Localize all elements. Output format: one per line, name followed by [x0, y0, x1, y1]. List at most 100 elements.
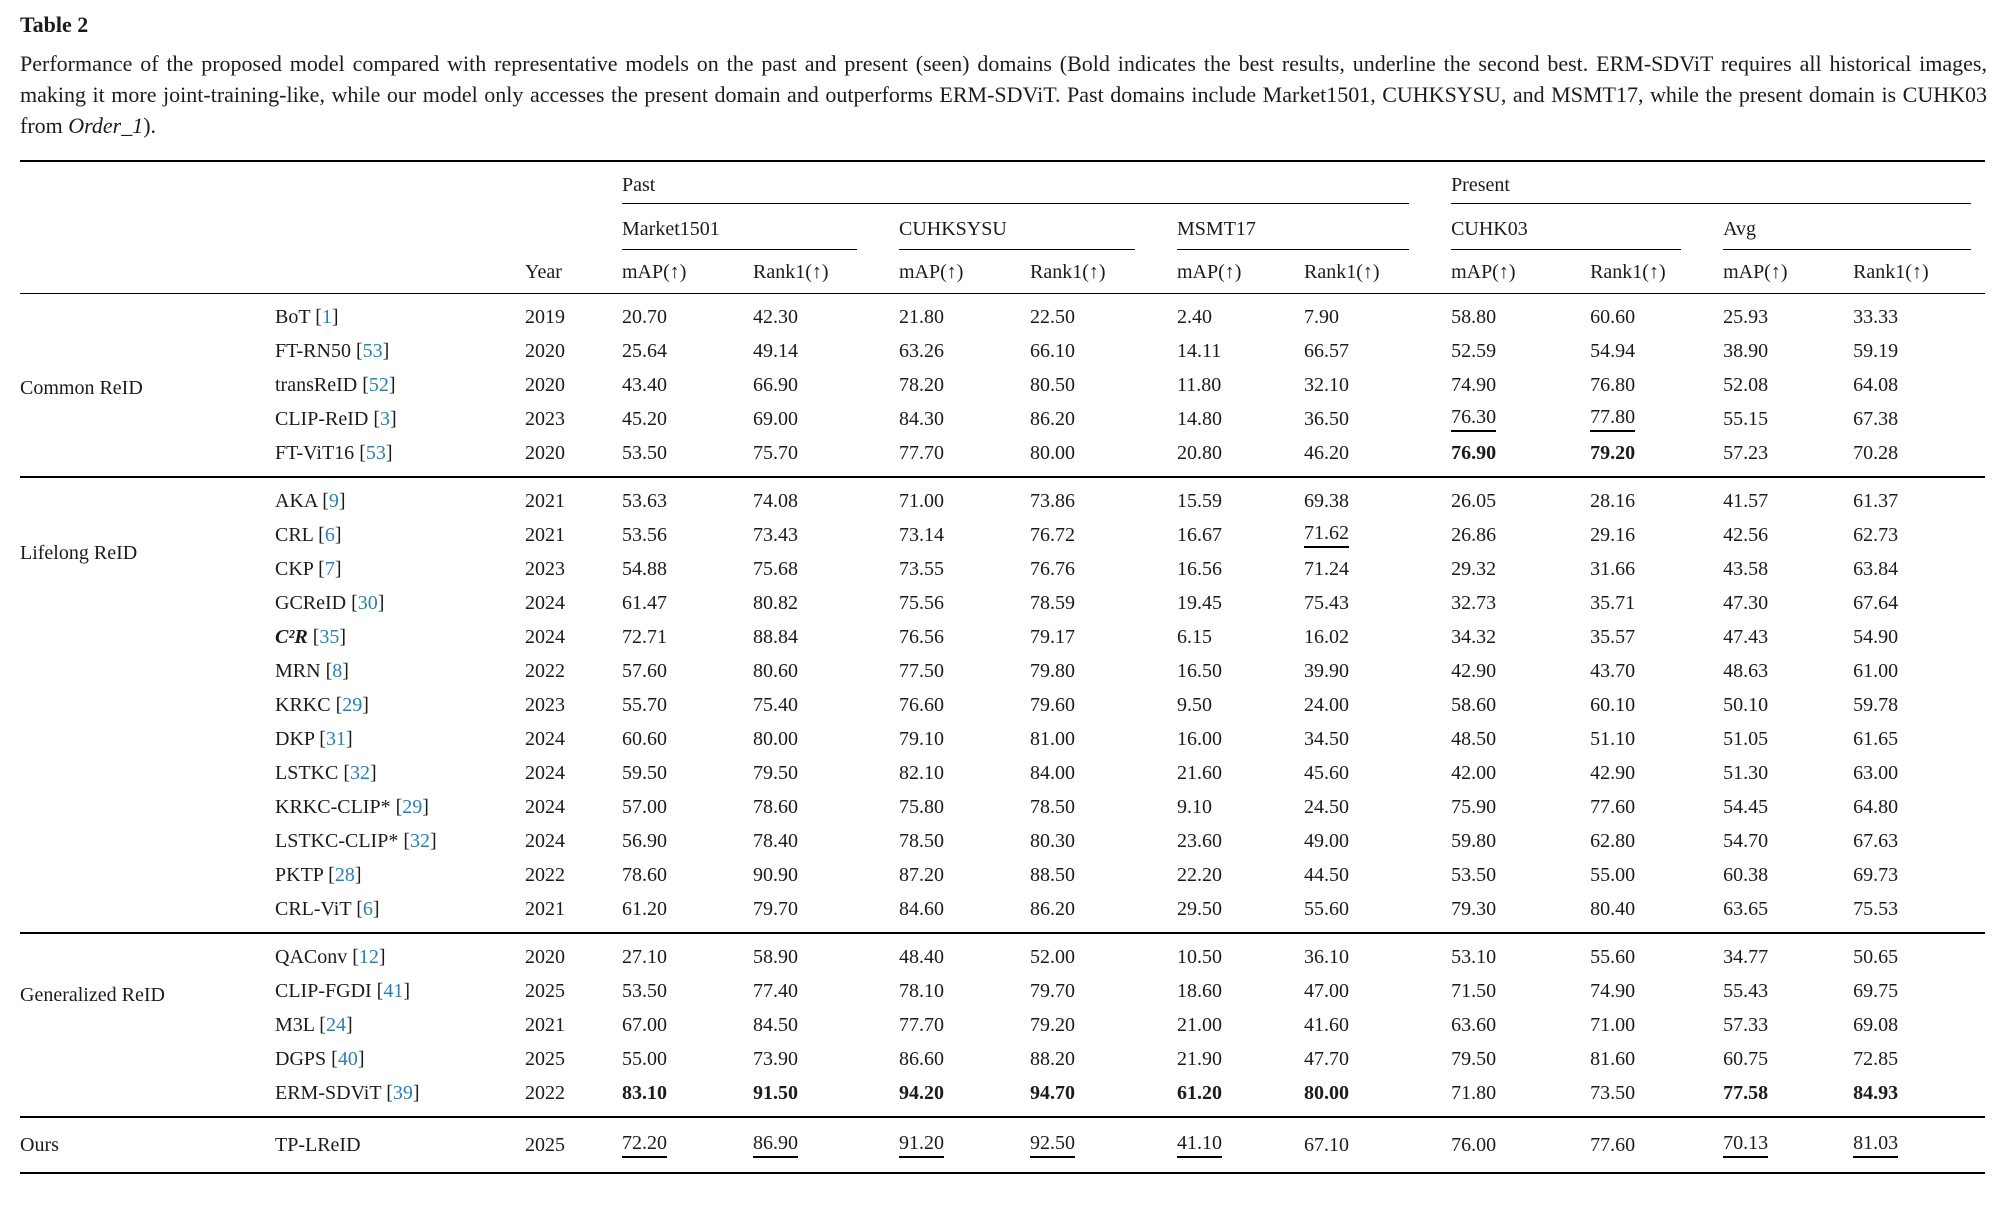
value-cell: 55.15	[1723, 407, 1769, 430]
value-cell: 48.63	[1723, 659, 1769, 682]
method-name: GCReID	[275, 591, 347, 614]
value-cell: 49.00	[1304, 829, 1349, 852]
citation-link[interactable]: 1	[321, 305, 332, 328]
value-cell: 75.90	[1451, 795, 1497, 818]
citation-link[interactable]: 53	[362, 339, 383, 362]
value-cell: 55.60	[1590, 945, 1636, 968]
citation-bracket: ]	[372, 897, 380, 920]
value-cell: 52.59	[1451, 339, 1497, 362]
value-cell: 64.80	[1853, 795, 1899, 818]
value-cell: 24.50	[1304, 795, 1349, 818]
value-cell: 72.20	[622, 1117, 753, 1173]
citation-link[interactable]: 9	[328, 489, 339, 512]
citation-link[interactable]: 40	[337, 1047, 358, 1070]
value-cell: 79.20	[1030, 1013, 1075, 1036]
citation-bracket: [	[356, 897, 363, 920]
dataset-header: Market1501	[622, 204, 899, 250]
value-cell: 75.70	[753, 436, 899, 478]
value-cell: 57.33	[1723, 1013, 1769, 1036]
value-cell: 55.60	[1304, 892, 1452, 934]
method-cell: LSTKC [32]	[275, 756, 525, 790]
value-cell: 11.80	[1177, 373, 1222, 396]
citation-link[interactable]: 39	[392, 1081, 413, 1104]
value-cell: 73.55	[899, 557, 944, 580]
citation-link[interactable]: 41	[383, 979, 404, 1002]
citation-bracket: [	[359, 441, 366, 464]
value-cell: 79.50	[753, 761, 798, 784]
value-cell: 77.40	[753, 979, 798, 1002]
year-cell: 2024	[525, 761, 565, 784]
citation-link[interactable]: 6	[324, 523, 335, 546]
citation-link[interactable]: 29	[342, 693, 363, 716]
value-cell: 76.00	[1451, 1133, 1497, 1156]
citation-link[interactable]: 24	[325, 1013, 346, 1036]
citation-bracket: [	[352, 945, 359, 968]
value-cell: 79.70	[1030, 979, 1075, 1002]
value-cell: 60.10	[1590, 693, 1636, 716]
value-cell: 55.00	[622, 1047, 667, 1070]
year-cell: 2022	[525, 1076, 622, 1118]
value-cell: 80.00	[1304, 1076, 1452, 1118]
value-cell: 9.10	[1177, 795, 1212, 818]
citation-link[interactable]: 8	[332, 659, 343, 682]
value-cell: 66.90	[753, 373, 798, 396]
value-cell: 54.94	[1590, 339, 1636, 362]
citation-bracket: ]	[334, 557, 342, 580]
value-cell: 75.68	[753, 557, 798, 580]
citation-link[interactable]: 28	[334, 863, 355, 886]
value-cell: 34.77	[1723, 945, 1769, 968]
value-cell: 29.50	[1177, 892, 1304, 934]
method-cell: PKTP [28]	[275, 858, 525, 892]
citation-bracket: ]	[334, 523, 342, 546]
spacer-cell	[20, 250, 525, 294]
citation-link[interactable]: 29	[402, 795, 423, 818]
year-cell: 2024	[525, 591, 565, 614]
citation-link[interactable]: 12	[358, 945, 379, 968]
value-cell: 22.20	[1177, 863, 1222, 886]
citation-link[interactable]: 52	[368, 373, 389, 396]
citation-link[interactable]: 6	[362, 897, 373, 920]
section-label: Ours	[20, 1133, 59, 1156]
citation-link[interactable]: 35	[319, 625, 340, 648]
value-cell: 52.08	[1723, 373, 1769, 396]
value-cell: 47.43	[1723, 625, 1769, 648]
spacer-cell	[20, 161, 622, 204]
citation-link[interactable]: 30	[357, 591, 378, 614]
method-name: TP-LReID	[275, 1133, 361, 1156]
value-cell: 60.60	[1590, 305, 1636, 328]
value-cell: 79.60	[1030, 693, 1075, 716]
value-cell: 42.56	[1723, 523, 1769, 546]
value-cell: 35.57	[1590, 625, 1636, 648]
citation-link[interactable]: 31	[325, 727, 346, 750]
citation-link[interactable]: 7	[324, 557, 335, 580]
citation-bracket: ]	[378, 945, 386, 968]
dataset-header: CUHKSYSU	[899, 204, 1177, 250]
value-cell: 63.00	[1853, 761, 1899, 784]
value-cell: 6.15	[1177, 625, 1212, 648]
value-cell: 57.23	[1723, 436, 1854, 478]
value-cell: 54.45	[1723, 795, 1769, 818]
citation-link[interactable]: 32	[350, 761, 371, 784]
value-cell: 28.16	[1590, 489, 1636, 512]
method-cell: MRN [8]	[275, 654, 525, 688]
value-cell: 76.72	[1030, 523, 1075, 546]
metric-header: mAP(↑)	[1723, 250, 1854, 294]
value-cell: 39.90	[1304, 659, 1349, 682]
citation-link[interactable]: 3	[380, 407, 390, 430]
citation-bracket: ]	[388, 373, 396, 396]
citation-bracket: [	[373, 407, 380, 430]
value-cell: 88.20	[1030, 1047, 1075, 1070]
spacer-cell	[20, 204, 622, 250]
value-cell: 71.80	[1451, 1076, 1591, 1118]
metric-header: Rank1(↑)	[753, 250, 899, 294]
year-cell: 2020	[525, 339, 565, 362]
value-cell: 78.40	[753, 829, 798, 852]
value-cell: 10.50	[1177, 945, 1222, 968]
dataset-header: CUHK03	[1451, 204, 1723, 250]
citation-link[interactable]: 53	[365, 441, 386, 464]
method-cell: DKP [31]	[275, 722, 525, 756]
value-cell: 55.00	[1590, 863, 1636, 886]
paper-table-figure: Table 2 Performance of the proposed mode…	[20, 12, 1987, 1174]
citation-link[interactable]: 32	[410, 829, 431, 852]
year-cell: 2020	[525, 373, 565, 396]
